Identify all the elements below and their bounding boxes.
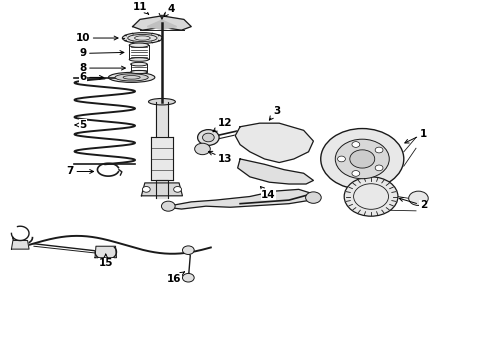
Text: 7: 7 [66,166,94,176]
Circle shape [352,141,360,147]
Circle shape [375,147,383,153]
Text: 12: 12 [213,118,233,132]
Polygon shape [147,20,176,30]
Polygon shape [167,189,316,209]
Circle shape [321,129,404,189]
Ellipse shape [122,33,162,44]
Circle shape [409,191,428,206]
Polygon shape [238,159,314,184]
Text: 6: 6 [79,72,103,82]
Circle shape [195,143,210,155]
Ellipse shape [131,71,147,74]
Text: 15: 15 [98,254,113,269]
Polygon shape [95,246,117,258]
Polygon shape [11,240,29,249]
Ellipse shape [131,62,147,66]
Circle shape [197,130,219,145]
Circle shape [335,139,389,179]
Circle shape [143,186,150,192]
Text: 4: 4 [164,4,174,17]
Text: 5: 5 [75,120,86,130]
Text: 14: 14 [260,186,276,200]
Circle shape [182,246,194,255]
Text: 16: 16 [167,272,184,284]
Ellipse shape [129,43,149,47]
Text: 13: 13 [208,151,233,164]
Polygon shape [156,102,168,138]
Text: 10: 10 [75,33,118,43]
Polygon shape [151,138,172,180]
Polygon shape [235,123,314,162]
Circle shape [350,150,375,168]
Ellipse shape [115,74,148,81]
Ellipse shape [108,72,155,82]
Text: 1: 1 [405,129,427,143]
Circle shape [338,156,345,162]
Circle shape [202,133,214,142]
Polygon shape [156,180,168,198]
Circle shape [182,274,194,282]
Text: 9: 9 [79,48,124,58]
Circle shape [306,192,321,203]
Circle shape [375,165,383,171]
Circle shape [352,171,360,176]
Text: 2: 2 [399,198,427,211]
Polygon shape [133,16,191,30]
Ellipse shape [129,58,149,61]
Ellipse shape [148,99,175,105]
Text: 8: 8 [79,63,125,73]
Circle shape [161,201,175,211]
Text: 11: 11 [133,2,149,14]
Circle shape [344,177,398,216]
Polygon shape [142,183,182,196]
Circle shape [173,186,181,192]
Text: 3: 3 [270,105,280,120]
